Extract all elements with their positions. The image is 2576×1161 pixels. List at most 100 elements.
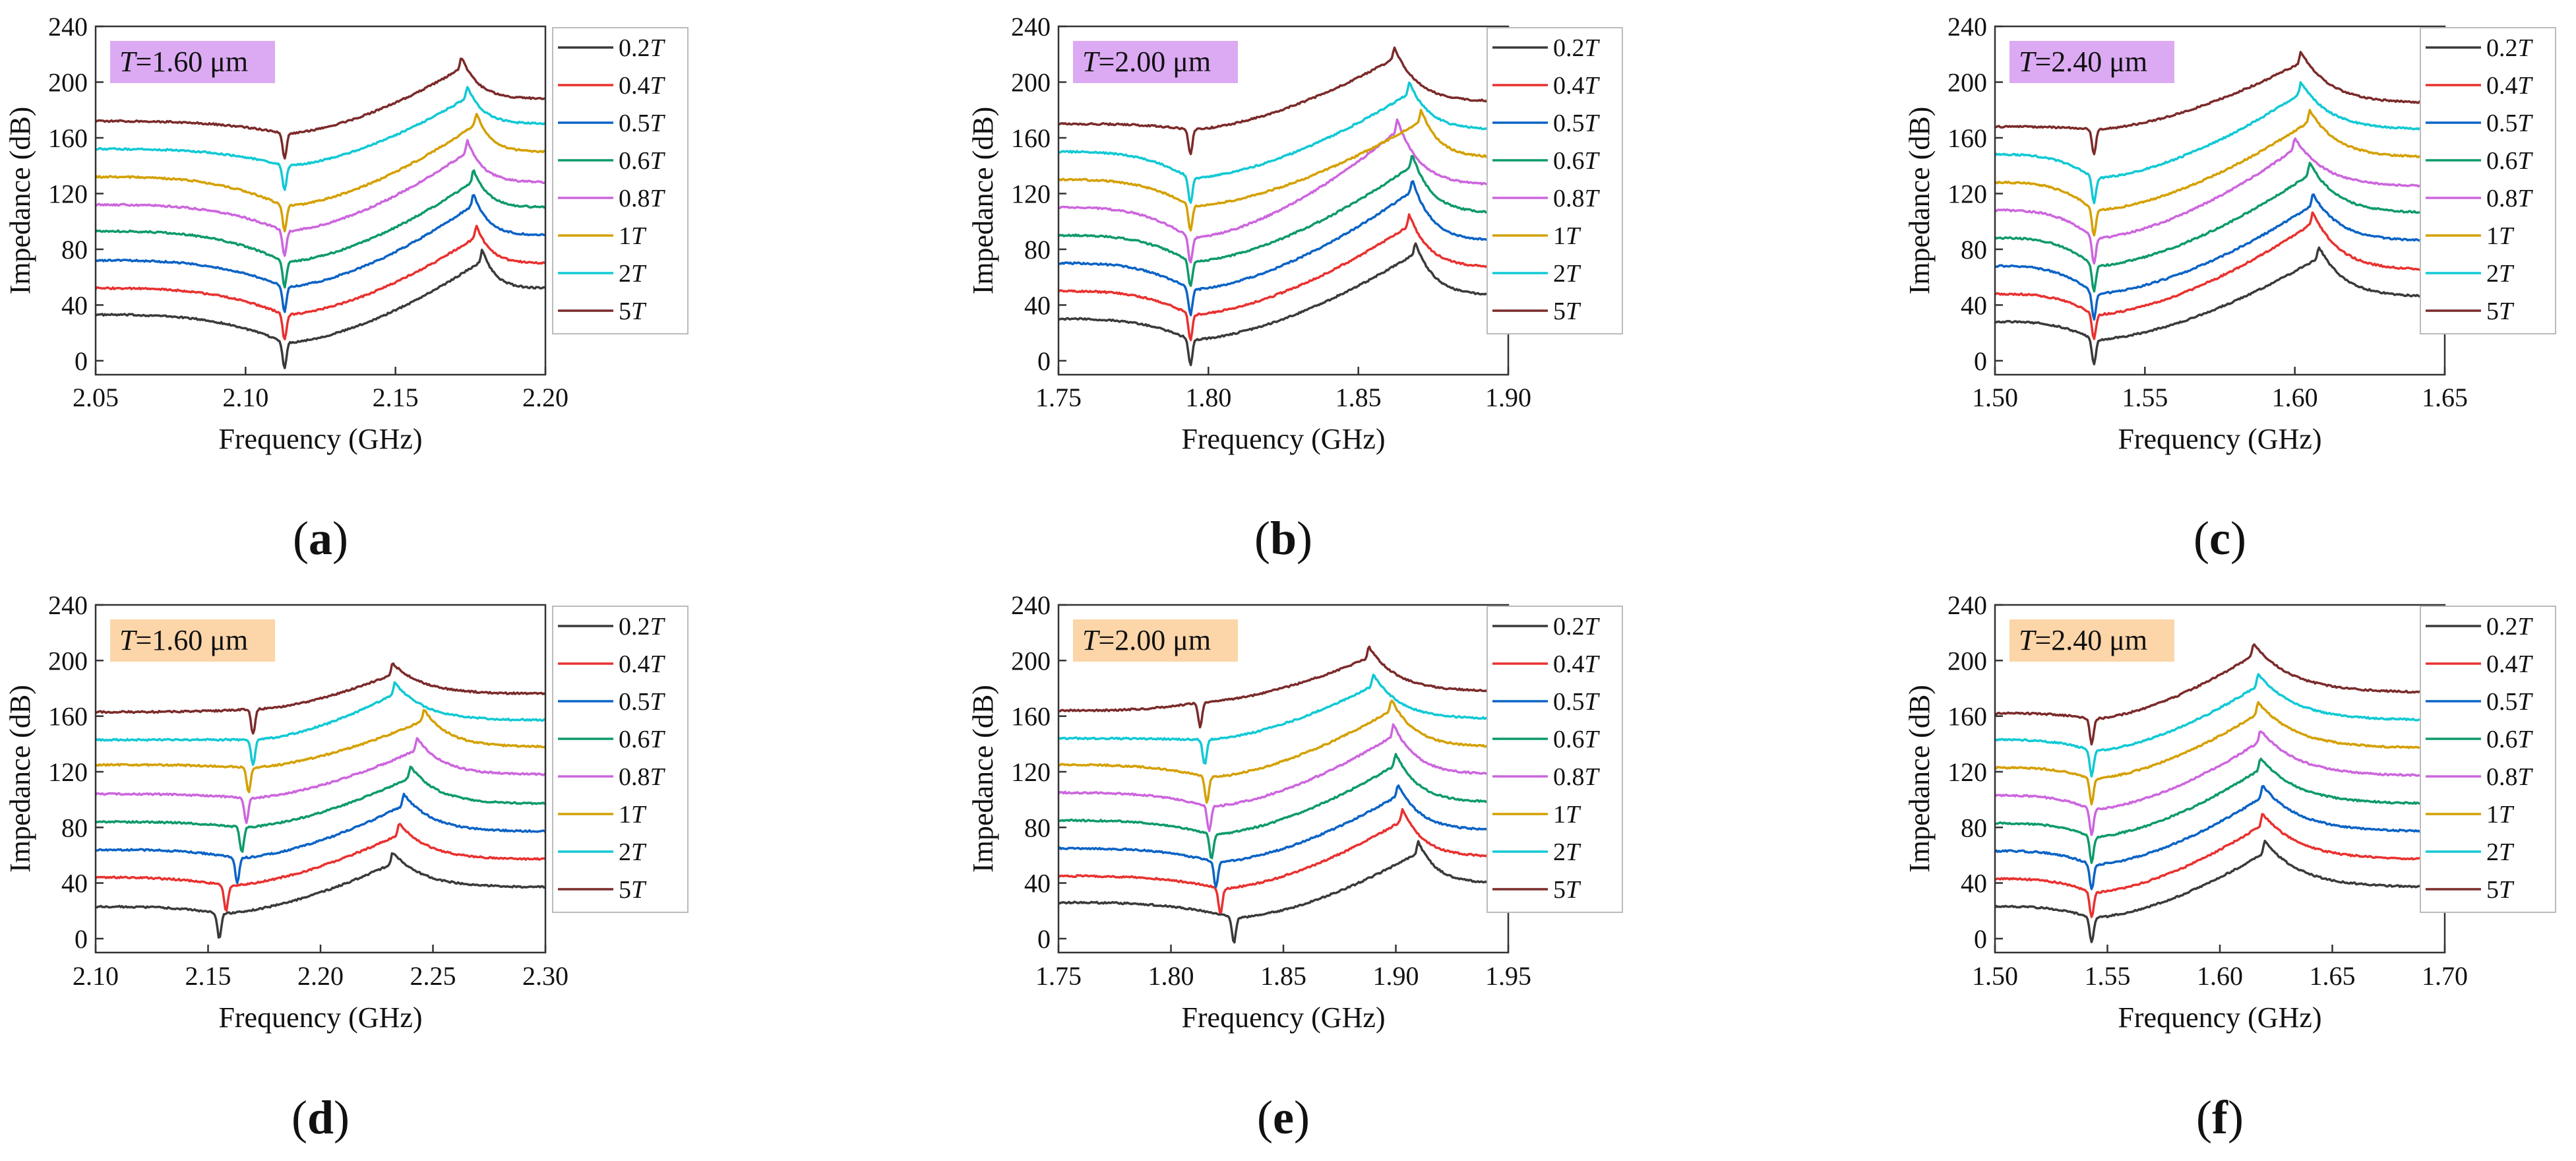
y-tick-label: 40 — [61, 869, 88, 898]
x-tick-label: 1.75 — [1035, 383, 1082, 412]
panel-caption: (d) — [291, 1091, 350, 1144]
series-5T — [96, 57, 545, 160]
y-axis-label: Impedance (dB) — [4, 685, 36, 873]
series-1T — [1995, 109, 2445, 237]
panel-caption: (e) — [1257, 1091, 1310, 1144]
y-tick-label: 120 — [48, 757, 88, 787]
y-tick-label: 120 — [48, 179, 88, 208]
legend-label: 0.4T — [2486, 72, 2534, 100]
x-tick-label: 1.70 — [2422, 961, 2468, 991]
legend-label: 0.2T — [2486, 613, 2534, 641]
series-0.8T — [1058, 723, 1508, 832]
inset-title: T=2.40 μm — [2009, 619, 2174, 662]
y-tick-label: 0 — [1974, 924, 1987, 954]
series-0.4T — [1995, 211, 2445, 340]
x-axis-label: Frequency (GHz) — [1181, 1001, 1385, 1034]
x-axis-label: Frequency (GHz) — [218, 423, 422, 455]
series-0.2T — [96, 852, 545, 939]
legend-label: 1T — [619, 801, 647, 829]
x-tick-label: 1.50 — [1972, 383, 2018, 412]
legend-label: 0.4T — [2486, 650, 2534, 678]
legend: 0.2T 0.4T 0.5T 0.6T 0.8T 1T 2T 5T — [2420, 27, 2556, 334]
legend-box — [552, 606, 689, 913]
series-0.5T — [1995, 784, 2445, 891]
series-0.4T — [1995, 813, 2445, 918]
legend-label: 0.8T — [2486, 185, 2534, 212]
inset-title: T=2.00 μm — [1073, 41, 1238, 83]
x-tick-label: 2.20 — [297, 961, 344, 991]
series-5T — [1995, 51, 2445, 156]
series-0.2T — [1058, 840, 1508, 944]
legend-label: 0.6T — [1553, 726, 1601, 753]
legend-label: 0.5T — [2486, 688, 2534, 716]
legend-label: 0.5T — [619, 110, 666, 137]
y-tick-label: 200 — [48, 67, 88, 97]
series-2T — [1995, 673, 2445, 778]
panel-b: 0 40 80 120 160 200 240 1.75 1.80 1.85 1.90 Frequen… — [967, 12, 1623, 565]
series-0.4T — [1058, 213, 1508, 342]
y-axis-label: Impedance (dB) — [4, 107, 36, 295]
y-tick-label: 0 — [1037, 924, 1051, 954]
y-tick-label: 200 — [48, 646, 88, 675]
legend: 0.2T 0.4T 0.5T 0.6T 0.8T 1T 2T 5T — [1487, 606, 1623, 913]
y-tick-label: 240 — [48, 590, 88, 620]
x-tick-label: 1.65 — [2310, 961, 2356, 991]
x-tick-label: 1.90 — [1485, 383, 1531, 412]
y-tick-label: 120 — [1011, 757, 1051, 787]
series-0.6T — [1995, 757, 2445, 864]
legend-label: 0.5T — [2486, 110, 2534, 137]
legend-label: 5T — [1553, 298, 1581, 325]
legend-label: 5T — [619, 298, 647, 325]
y-tick-label: 240 — [1947, 590, 1987, 620]
y-axis-label: Impedance (dB) — [967, 685, 999, 873]
x-tick-label: 1.65 — [2422, 383, 2468, 412]
series-1T — [1058, 109, 1508, 232]
series-2T — [1995, 81, 2445, 204]
y-tick-label: 0 — [1974, 346, 1987, 376]
panel-caption: (a) — [293, 512, 348, 565]
legend-label: 0.2T — [2486, 34, 2534, 62]
series-0.4T — [1058, 807, 1508, 914]
y-tick-label: 240 — [1011, 590, 1051, 620]
series-group — [1058, 645, 1508, 944]
x-tick-label: 2.15 — [373, 383, 419, 412]
legend-label: 1T — [2486, 222, 2515, 250]
legend: 0.2T 0.4T 0.5T 0.6T 0.8T 1T 2T 5T — [552, 27, 689, 334]
series-0.6T — [1058, 753, 1508, 860]
inset-title: T=2.00 μm — [1073, 619, 1238, 662]
legend-label: 2T — [2486, 838, 2515, 866]
y-tick-label: 240 — [1947, 12, 1987, 42]
x-tick-label: 2.05 — [73, 383, 119, 412]
series-0.6T — [96, 765, 545, 853]
series-0.6T — [1058, 155, 1508, 287]
series-1T — [1995, 701, 2445, 805]
series-0.8T — [96, 139, 545, 257]
legend-label: 1T — [1553, 801, 1581, 829]
x-axis-label: Frequency (GHz) — [2118, 1001, 2321, 1034]
x-tick-label: 1.55 — [2085, 961, 2131, 991]
series-group — [1995, 51, 2445, 365]
legend-label: 2T — [2486, 260, 2515, 288]
y-tick-label: 160 — [48, 702, 88, 732]
legend-box — [552, 27, 689, 334]
legend-label: 0.5T — [619, 688, 666, 716]
legend: 0.2T 0.4T 0.5T 0.6T 0.8T 1T 2T 5T — [1487, 27, 1623, 334]
x-tick-label: 1.80 — [1185, 383, 1231, 412]
x-tick-label: 2.15 — [185, 961, 231, 991]
legend-label: 0.2T — [619, 34, 666, 62]
series-0.5T — [96, 194, 545, 313]
series-2T — [96, 681, 545, 767]
legend-label: 0.4T — [1553, 72, 1601, 100]
panel-f: 0 40 80 120 160 200 240 1.50 1.55 1.60 1.65 1.70 Fre… — [1903, 590, 2556, 1144]
series-1T — [1058, 699, 1508, 804]
legend-label: 0.6T — [1553, 147, 1601, 175]
legend-label: 0.5T — [1553, 688, 1601, 716]
legend-label: 0.2T — [1553, 613, 1601, 641]
inset-title-bg — [110, 41, 275, 83]
y-tick-label: 40 — [1961, 869, 1987, 898]
y-tick-label: 160 — [48, 123, 88, 153]
series-0.4T — [96, 823, 545, 912]
series-0.2T — [1995, 246, 2445, 365]
x-tick-label: 1.60 — [2272, 383, 2318, 412]
